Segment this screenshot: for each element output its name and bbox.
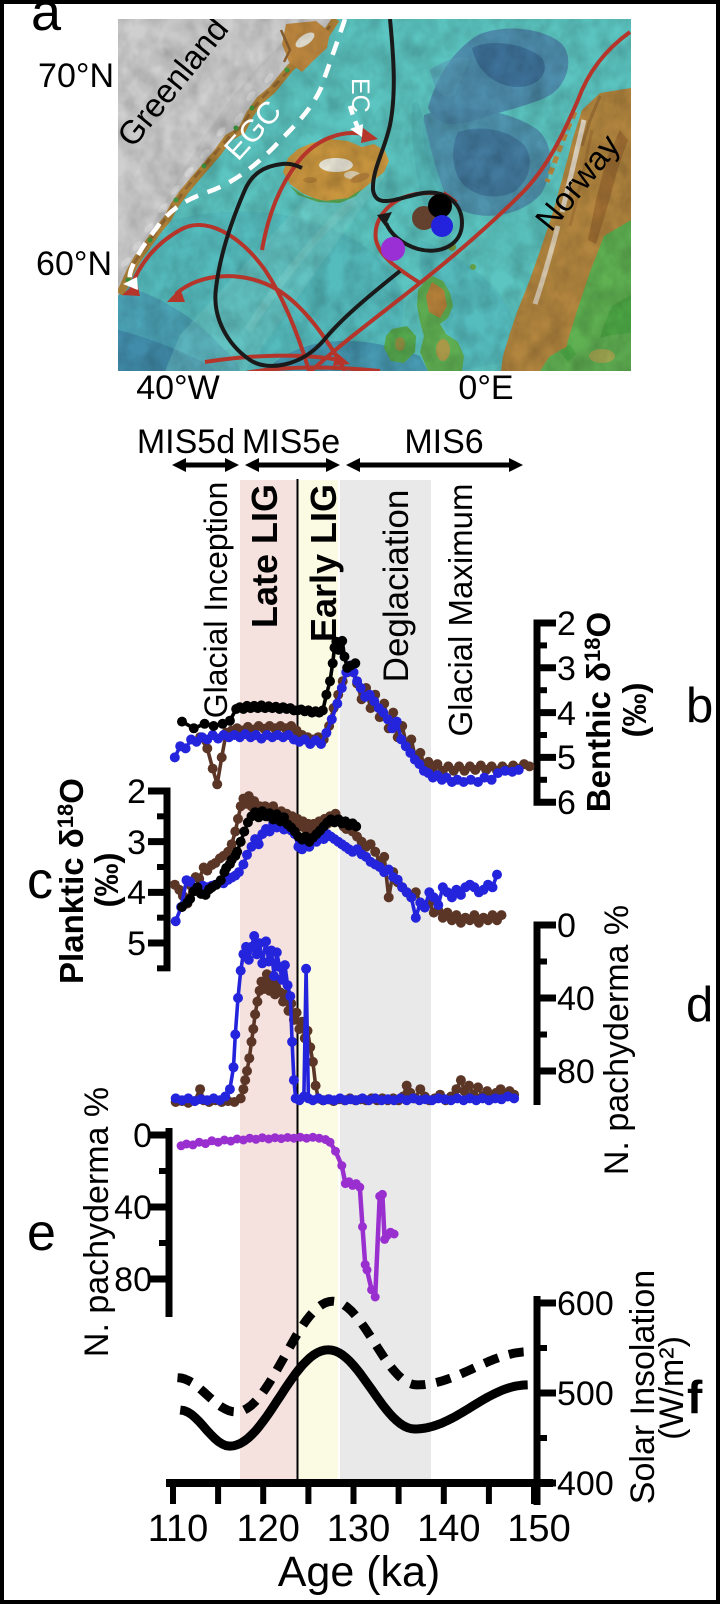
svg-text:N. pachyderma %: N. pachyderma % xyxy=(598,905,636,1175)
svg-text:b: b xyxy=(686,679,713,733)
svg-text:40: 40 xyxy=(114,1189,152,1227)
svg-text:80: 80 xyxy=(557,1053,595,1091)
svg-text:0: 0 xyxy=(133,1117,152,1155)
svg-text:a: a xyxy=(31,0,62,42)
svg-text:MIS5d: MIS5d xyxy=(137,423,235,461)
svg-text:Glacial Inception: Glacial Inception xyxy=(198,482,234,719)
svg-text:(‰): (‰) xyxy=(88,853,125,908)
svg-text:MIS5e: MIS5e xyxy=(242,423,340,461)
svg-text:MIS6: MIS6 xyxy=(404,423,483,461)
svg-text:c: c xyxy=(27,852,53,910)
svg-text:70°N: 70°N xyxy=(38,57,114,95)
svg-text:120: 120 xyxy=(236,1508,299,1550)
svg-text:130: 130 xyxy=(327,1508,390,1550)
svg-text:2: 2 xyxy=(127,773,146,811)
svg-text:60°N: 60°N xyxy=(36,245,112,283)
svg-text:N. pachyderma %: N. pachyderma % xyxy=(78,1087,116,1357)
svg-text:Glacial Maximum: Glacial Maximum xyxy=(442,483,479,736)
svg-text:Solar Insolation: Solar Insolation xyxy=(624,1270,662,1504)
svg-text:(‰): (‰) xyxy=(616,683,653,738)
svg-text:0°E: 0°E xyxy=(458,369,513,407)
svg-text:5: 5 xyxy=(557,739,576,777)
svg-text:0: 0 xyxy=(557,907,576,945)
svg-text:6: 6 xyxy=(557,784,576,822)
svg-text:Planktic δ18O: Planktic δ18O xyxy=(53,778,90,984)
svg-text:5: 5 xyxy=(127,925,146,963)
svg-text:(W/m²): (W/m²) xyxy=(653,1336,691,1440)
svg-text:EC: EC xyxy=(346,78,374,113)
svg-text:150: 150 xyxy=(507,1508,570,1550)
svg-text:Early LIG: Early LIG xyxy=(303,484,344,642)
svg-text:40°W: 40°W xyxy=(136,369,220,407)
svg-text:110: 110 xyxy=(148,1508,209,1550)
svg-text:500: 500 xyxy=(557,1375,614,1413)
svg-text:3: 3 xyxy=(557,650,576,688)
svg-text:f: f xyxy=(687,1371,703,1423)
svg-text:4: 4 xyxy=(557,695,576,733)
svg-text:3: 3 xyxy=(127,824,146,862)
svg-text:Age (ka): Age (ka) xyxy=(278,1548,441,1596)
svg-text:600: 600 xyxy=(557,1285,614,1323)
svg-text:Deglaciation: Deglaciation xyxy=(377,490,416,683)
svg-text:140: 140 xyxy=(417,1508,480,1550)
svg-text:4: 4 xyxy=(127,874,146,912)
svg-text:Late LIG: Late LIG xyxy=(244,484,285,628)
svg-text:d: d xyxy=(686,978,713,1032)
svg-text:2: 2 xyxy=(557,605,576,643)
svg-text:80: 80 xyxy=(114,1261,152,1299)
svg-text:e: e xyxy=(27,1204,56,1262)
svg-text:40: 40 xyxy=(557,980,595,1018)
svg-text:400: 400 xyxy=(557,1465,614,1503)
